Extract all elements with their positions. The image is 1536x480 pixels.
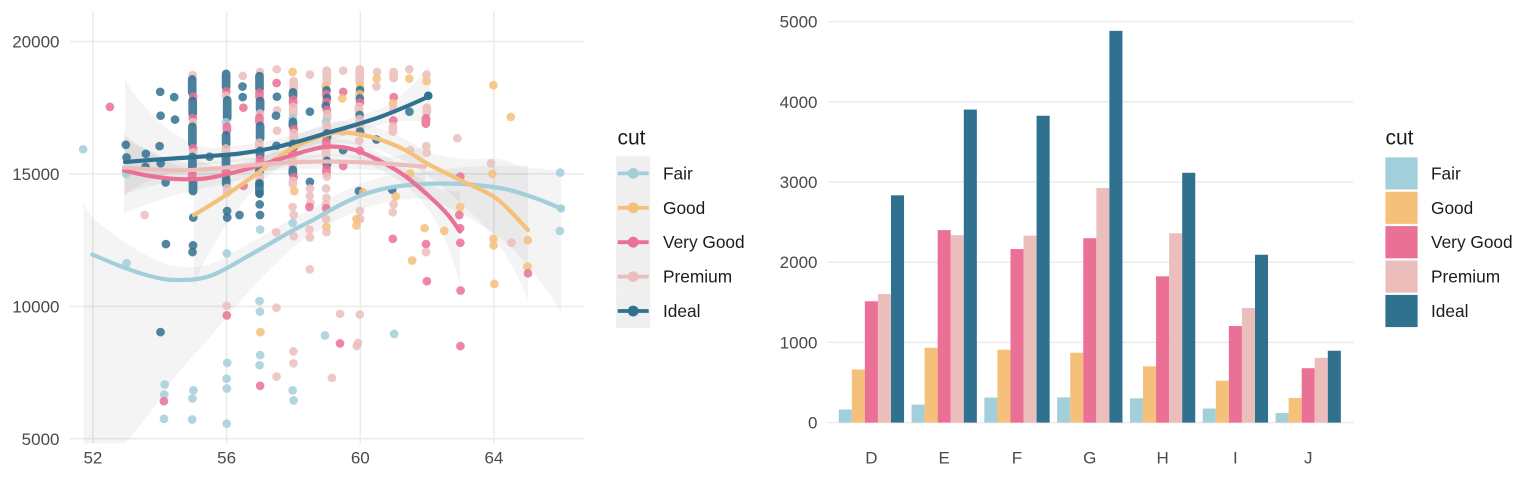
svg-text:cut: cut (618, 127, 646, 150)
svg-text:D: D (865, 449, 877, 468)
svg-text:0: 0 (808, 414, 817, 433)
svg-text:3000: 3000 (780, 173, 818, 192)
svg-text:Ideal: Ideal (663, 301, 700, 321)
svg-text:5000: 5000 (22, 430, 60, 449)
svg-text:Fair: Fair (663, 163, 693, 183)
svg-text:Fair: Fair (1431, 163, 1461, 183)
svg-text:4000: 4000 (780, 93, 818, 112)
svg-text:1000: 1000 (780, 333, 818, 352)
svg-text:56: 56 (217, 449, 236, 468)
svg-text:H: H (1156, 449, 1168, 468)
svg-text:10000: 10000 (12, 297, 59, 316)
svg-text:15000: 15000 (12, 165, 59, 184)
svg-text:Premium: Premium (1431, 267, 1500, 287)
svg-text:20000: 20000 (12, 33, 59, 52)
svg-text:2000: 2000 (780, 253, 818, 272)
svg-text:J: J (1304, 449, 1313, 468)
svg-text:52: 52 (83, 449, 102, 468)
svg-text:E: E (939, 449, 950, 468)
svg-text:60: 60 (351, 449, 370, 468)
svg-text:I: I (1233, 449, 1238, 468)
svg-text:F: F (1012, 449, 1022, 468)
svg-text:cut: cut (1386, 127, 1414, 150)
svg-text:Ideal: Ideal (1431, 301, 1468, 321)
svg-text:64: 64 (484, 449, 503, 468)
svg-text:Premium: Premium (663, 267, 732, 287)
svg-text:Very Good: Very Good (1431, 232, 1513, 252)
svg-text:G: G (1083, 449, 1096, 468)
svg-text:Good: Good (1431, 198, 1473, 218)
svg-text:Good: Good (663, 198, 705, 218)
svg-text:Very Good: Very Good (663, 232, 745, 252)
svg-text:5000: 5000 (780, 13, 818, 32)
